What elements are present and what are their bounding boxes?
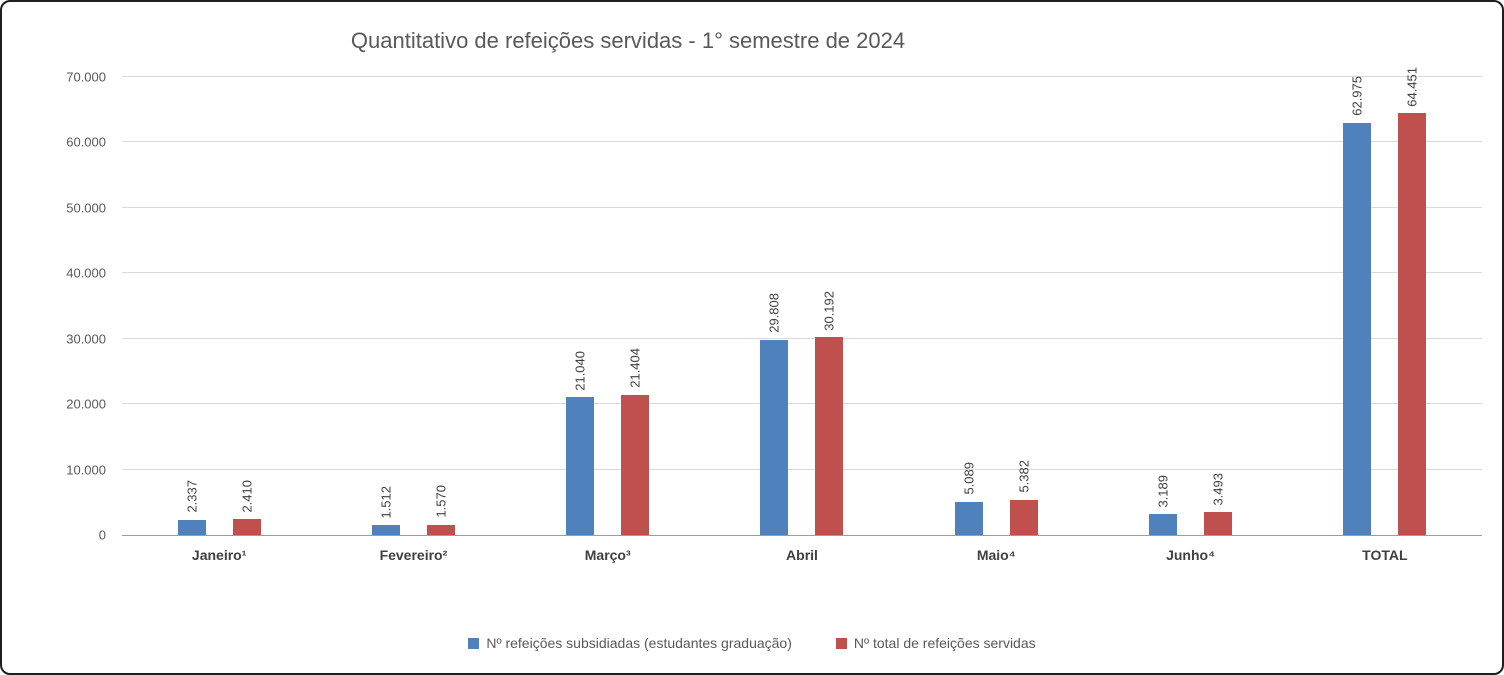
bar-series-1: 21.404: [621, 348, 650, 535]
bar-value-label: 29.808: [766, 293, 782, 333]
y-axis-label: 30.000: [66, 331, 106, 347]
bar-value-label: 21.040: [572, 350, 588, 391]
bar-value-label: 2.337: [184, 480, 200, 513]
bar-group: 21.040 21.404: [511, 77, 705, 535]
bar-series-0: 5.089: [954, 462, 983, 535]
x-axis-label: TOTAL: [1362, 547, 1408, 563]
legend: Nº refeições subsidiadas (estudantes gra…: [2, 635, 1502, 651]
bar-series-1: 3.493: [1204, 473, 1233, 535]
bar-value-label: 5.089: [961, 462, 977, 495]
legend-swatch: [835, 637, 847, 649]
bar-value-label: 2.410: [239, 479, 255, 513]
bar-group: 3.189 3.493: [1093, 77, 1287, 535]
legend-item: Nº refeições subsidiadas (estudantes gra…: [468, 635, 792, 651]
y-axis-label: 40.000: [66, 265, 106, 281]
chart-title: Quantitativo de refeições servidas - 1° …: [350, 28, 906, 53]
gridline: [122, 76, 1482, 77]
bar-value-label: 30.192: [821, 290, 837, 331]
bar-series-0: 1.512: [371, 486, 400, 535]
x-axis-label: Fevereiro²: [379, 547, 448, 563]
bar-series-1: 2.410: [232, 480, 261, 535]
bar-series-0: 3.189: [1149, 475, 1178, 535]
y-axis-label: 60.000: [66, 134, 106, 150]
legend-swatch: [468, 637, 480, 649]
bar-series-1: 5.382: [1009, 460, 1038, 535]
bar-value-label: 1.512: [378, 485, 394, 519]
bar-group: 1.512 1.570: [316, 77, 510, 535]
gridline: [122, 272, 1482, 274]
y-axis-label: 10.000: [66, 462, 106, 478]
y-axis-label: 50.000: [66, 200, 106, 216]
legend-label: Nº total de refeições servidas: [853, 635, 1036, 651]
gridline: [122, 468, 1482, 470]
gridline: [122, 403, 1482, 405]
bar-series-1: 64.451: [1398, 67, 1427, 535]
x-axis-label: Janeiro¹: [191, 547, 247, 563]
y-axis-label: 70.000: [66, 69, 106, 85]
bar-value-label: 5.382: [1016, 460, 1032, 493]
bar-group: 5.089 5.382: [899, 77, 1093, 535]
bar-value-label: 3.493: [1210, 472, 1226, 506]
bar-series-1: 30.192: [815, 291, 844, 535]
y-axis-label: 20.000: [66, 396, 106, 412]
legend-label: Nº refeições subsidiadas (estudantes gra…: [486, 635, 792, 651]
bar-group: 2.337 2.410: [122, 77, 316, 535]
bar-value-label: 3.189: [1155, 474, 1171, 508]
x-axis-label: Maio⁴: [976, 547, 1016, 563]
bar-series-1: 1.570: [426, 485, 455, 535]
bar-value-label: 21.404: [627, 348, 643, 388]
bar-value-label: 1.570: [433, 485, 449, 518]
x-axis-label: Junho⁴: [1166, 547, 1215, 563]
bar-value-label: 64.451: [1404, 66, 1420, 107]
y-axis-label: 0: [98, 527, 106, 543]
x-axis-label: Março³: [584, 547, 631, 563]
bar-groups: 2.337 2.410 1.512 1.570 21.040 21.404 29.808 30…: [122, 67, 1482, 535]
gridline: [122, 141, 1482, 143]
gridline: [122, 337, 1482, 339]
bar-series-0: 62.975: [1343, 76, 1372, 535]
bar-group: 29.808 30.192: [705, 77, 899, 535]
x-axis-labels: Janeiro¹ Fevereiro² Março³ Abril Maio⁴ Junho⁴…: [122, 547, 1482, 563]
gridline: [122, 206, 1482, 208]
bar-value-label: 62.975: [1349, 76, 1365, 116]
plot-area: 2.337 2.410 1.512 1.570 21.040 21.404 29.808 30…: [66, 67, 1482, 542]
bar-group: 62.975 64.451: [1288, 67, 1482, 535]
bar-series-0: 29.808: [760, 293, 789, 535]
legend-item: Nº total de refeições servidas: [835, 635, 1036, 651]
x-axis-label: Abril: [786, 547, 818, 563]
bar-series-0: 2.337: [177, 480, 206, 535]
bar-series-0: 21.040: [566, 351, 595, 535]
